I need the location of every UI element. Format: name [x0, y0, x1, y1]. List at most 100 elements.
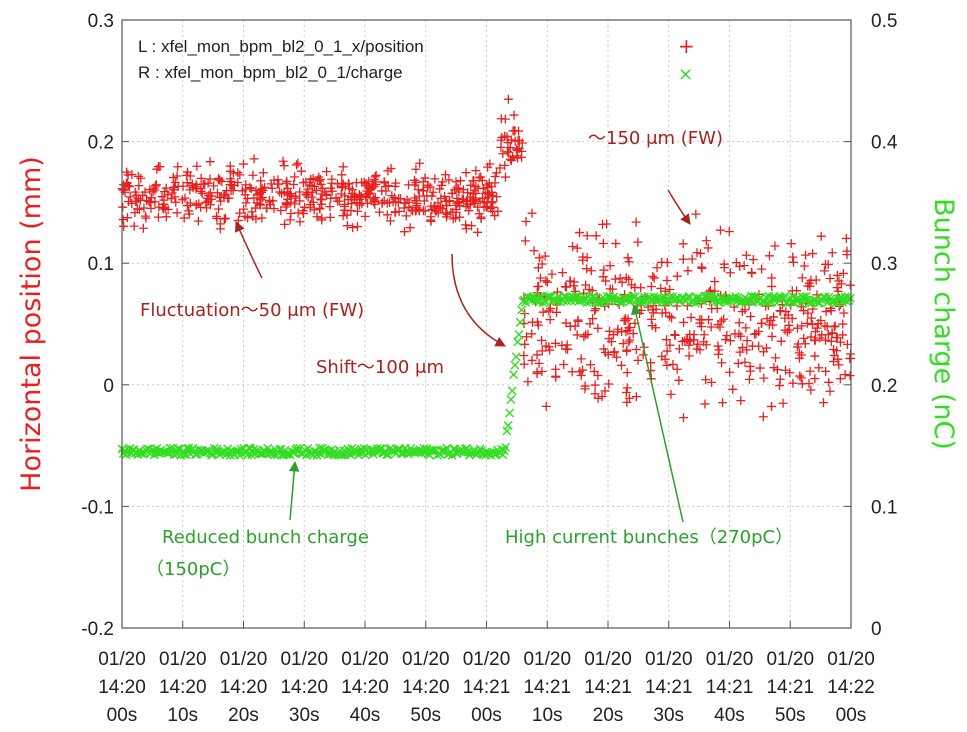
position-point: [600, 348, 610, 358]
position-point: [523, 377, 533, 387]
position-point: [521, 217, 531, 226]
position-point: [825, 274, 835, 284]
annotation-fluctuation: Fluctuation～50 μm (FW): [140, 300, 364, 321]
position-point: [256, 194, 266, 204]
charge-point: [418, 446, 428, 456]
x-tick-label: 01/20: [280, 649, 328, 670]
x-tick-label: 01/20: [98, 649, 146, 670]
position-point: [129, 221, 139, 231]
position-point: [623, 253, 633, 263]
position-point: [151, 180, 161, 190]
position-point: [821, 366, 831, 376]
x-tick-label: 01/20: [766, 649, 814, 670]
position-point: [351, 178, 361, 188]
position-point: [281, 198, 291, 208]
position-point: [537, 335, 547, 345]
position-point: [257, 187, 267, 197]
position-point: [792, 342, 802, 352]
position-point: [759, 373, 769, 383]
position-point: [211, 211, 221, 221]
legend-entry-position: L : xfel_mon_bpm_bl2_0_1_x/position: [138, 37, 424, 56]
position-point: [678, 254, 688, 264]
position-point: [241, 198, 251, 208]
position-point: [706, 322, 716, 332]
position-point: [767, 281, 777, 291]
position-point: [155, 162, 165, 172]
position-point: [342, 210, 352, 220]
position-point: [758, 412, 768, 422]
position-point: [338, 162, 348, 172]
position-point: [771, 353, 781, 363]
position-point: [519, 359, 529, 369]
annotation-high-current-arrow: [630, 303, 684, 523]
position-point: [420, 173, 430, 183]
position-point: [163, 205, 173, 215]
position-point: [533, 320, 543, 330]
position-point: [696, 322, 706, 332]
position-point: [534, 281, 544, 291]
position-point: [160, 187, 170, 197]
y-right-tick-label: 0.4: [871, 133, 898, 154]
y-left-tick-label: 0: [103, 376, 114, 397]
position-point: [346, 206, 356, 216]
position-point: [804, 379, 814, 389]
position-point: [728, 384, 738, 394]
position-point: [810, 374, 820, 384]
position-point: [829, 357, 839, 367]
position-point: [624, 337, 634, 347]
position-point: [782, 327, 792, 337]
position-point: [360, 211, 370, 221]
position-point: [581, 330, 591, 340]
position-point: [171, 197, 181, 207]
position-point: [747, 341, 757, 351]
position-point: [816, 316, 826, 326]
position-point: [826, 306, 836, 316]
position-point: [830, 321, 840, 331]
position-point: [298, 178, 308, 188]
y-left-tick-label: 0.3: [88, 11, 114, 32]
annotations: ～150 μm (FW) Fluctuation～50 μm (FW) Shif…: [140, 128, 793, 580]
position-point: [182, 178, 192, 188]
position-point: [768, 320, 778, 330]
x-tick-label: 01/20: [159, 649, 207, 670]
position-point: [590, 306, 600, 316]
position-point: [811, 275, 821, 285]
position-point: [426, 216, 436, 226]
position-point: [537, 346, 547, 356]
position-point: [496, 142, 506, 152]
position-point: [821, 335, 831, 345]
position-point: [680, 336, 690, 346]
position-point: [781, 365, 791, 375]
position-point: [192, 161, 202, 171]
position-point: [315, 174, 325, 184]
position-point: [205, 157, 215, 167]
position-point: [725, 367, 735, 377]
position-point: [788, 257, 798, 267]
x-tick-label: 30s: [289, 705, 320, 726]
position-point: [517, 138, 527, 148]
position-point: [588, 314, 598, 324]
position-point: [359, 177, 369, 187]
position-point: [410, 175, 420, 185]
position-point: [778, 398, 788, 408]
position-point: [276, 206, 286, 216]
position-point: [258, 193, 268, 203]
position-point: [509, 110, 519, 120]
x-tick-label: 20s: [228, 705, 259, 726]
position-point: [823, 259, 833, 269]
position-point: [839, 308, 849, 318]
position-point: [532, 350, 542, 360]
position-point: [145, 198, 155, 208]
charge-point: [575, 295, 585, 305]
position-point: [192, 182, 202, 192]
position-point: [845, 280, 855, 290]
x-tick-label: 14:20: [402, 677, 450, 698]
position-point: [455, 176, 465, 186]
position-point: [251, 203, 261, 213]
position-point: [838, 319, 848, 329]
position-point: [687, 254, 697, 264]
position-point: [290, 172, 300, 182]
position-point: [767, 273, 777, 283]
position-point: [685, 329, 695, 339]
position-point: [801, 250, 811, 260]
